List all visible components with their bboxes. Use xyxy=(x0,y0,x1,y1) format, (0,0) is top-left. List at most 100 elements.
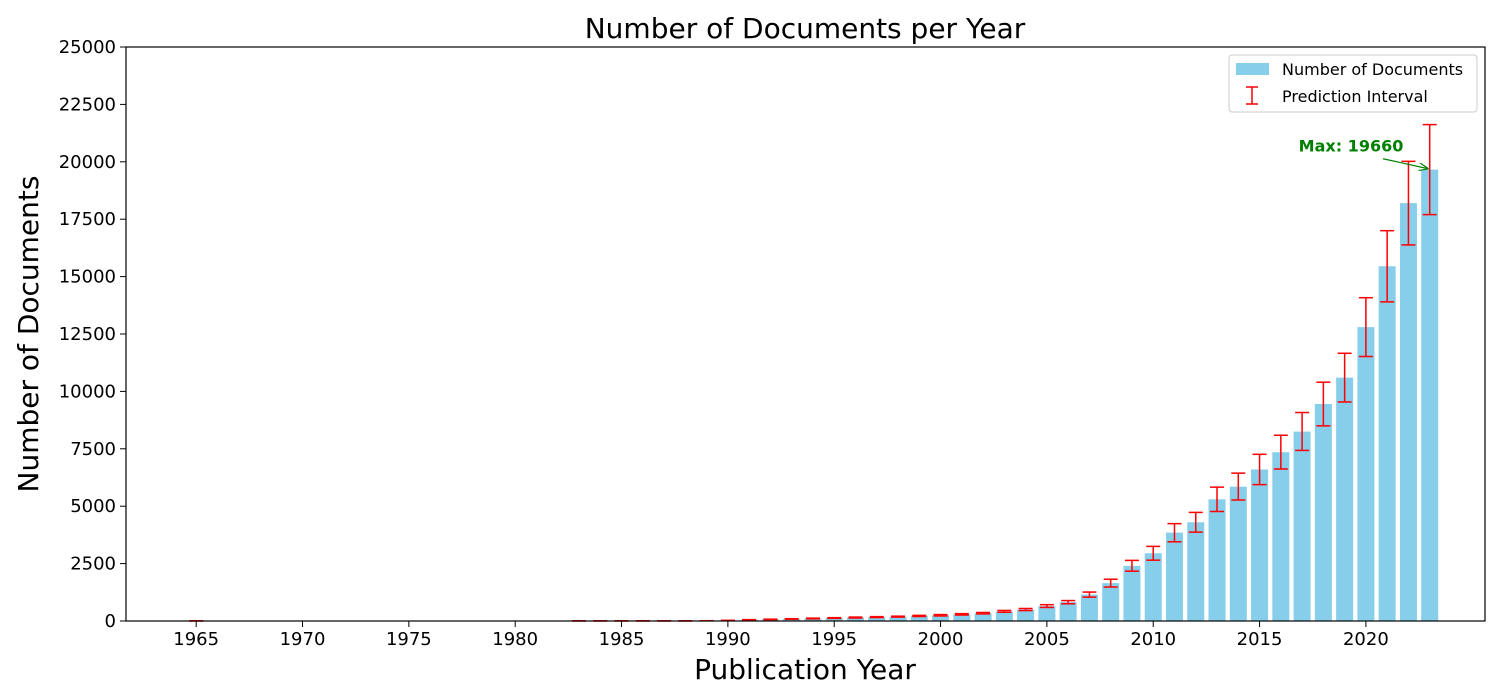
bar-2006 xyxy=(1059,602,1077,621)
bar-2002 xyxy=(974,613,992,621)
bar-2022 xyxy=(1399,203,1417,622)
x-tick-label: 1980 xyxy=(492,629,538,650)
error-bar-2009 xyxy=(1124,559,1139,572)
error-bar-2006 xyxy=(1061,599,1076,605)
error-bar-2012 xyxy=(1188,511,1203,533)
x-tick-label: 1965 xyxy=(173,629,219,650)
max-annotation-arrow xyxy=(1382,158,1428,169)
max-annotation: Max: 19660 xyxy=(1299,137,1428,169)
bar-2017 xyxy=(1293,431,1311,621)
bar-2011 xyxy=(1165,532,1183,621)
error-bar-2000 xyxy=(933,613,948,617)
error-bar-2017 xyxy=(1295,411,1310,452)
x-tick-label: 2005 xyxy=(1024,629,1070,650)
bar-1998 xyxy=(889,616,907,621)
chart-title: Number of Documents per Year xyxy=(585,12,1026,45)
bar-2009 xyxy=(1123,565,1141,621)
x-tick-label: 1970 xyxy=(280,629,326,650)
error-bar-2005 xyxy=(1039,603,1054,609)
bar-2014 xyxy=(1229,486,1247,621)
x-tick-label: 2010 xyxy=(1130,629,1176,650)
bar-2004 xyxy=(1017,609,1035,621)
bar-2016 xyxy=(1272,452,1290,621)
max-annotation-text: Max: 19660 xyxy=(1299,137,1404,156)
error-bar-2011 xyxy=(1167,522,1182,543)
bar-1993 xyxy=(783,618,801,621)
error-bar-2003 xyxy=(997,609,1012,614)
legend-label-prediction-interval: Prediction Interval xyxy=(1282,87,1428,106)
bar-2001 xyxy=(953,614,971,621)
x-tick-label: 1995 xyxy=(811,629,857,650)
bar-2021 xyxy=(1378,266,1396,621)
bar-1999 xyxy=(910,615,928,621)
y-tick-label: 25000 xyxy=(59,37,116,58)
bar-1996 xyxy=(846,617,864,621)
error-bar-2019 xyxy=(1337,352,1352,403)
y-tick-label: 20000 xyxy=(59,152,116,173)
bar-2023 xyxy=(1421,169,1439,622)
x-axis: 1965 1970 1975 1980 1985 1990 1995 2000 2005 2010… xyxy=(173,621,1389,650)
legend-errorbar-swatch xyxy=(1246,86,1258,105)
error-bars-layer xyxy=(189,123,1437,622)
error-bar-2001 xyxy=(954,612,969,616)
error-bar-2008 xyxy=(1103,578,1118,588)
x-axis-title: Publication Year xyxy=(694,653,916,686)
error-bar-1996 xyxy=(848,616,863,619)
bar-2020 xyxy=(1357,327,1375,621)
x-tick-label: 1985 xyxy=(599,629,645,650)
error-bar-1994 xyxy=(805,617,820,620)
bar-2019 xyxy=(1336,377,1354,621)
bar-2013 xyxy=(1208,499,1226,621)
error-bar-1997 xyxy=(869,615,884,619)
error-bar-2022 xyxy=(1401,160,1416,246)
error-bar-2021 xyxy=(1380,229,1395,303)
bars-layer xyxy=(187,169,1439,622)
bar-2015 xyxy=(1251,469,1269,621)
x-tick-label: 2000 xyxy=(918,629,964,650)
error-bar-2002 xyxy=(976,611,991,615)
bar-1995 xyxy=(825,618,843,621)
y-axis-title: Number of Documents xyxy=(12,176,45,493)
bar-2010 xyxy=(1144,553,1162,621)
y-tick-label: 0 xyxy=(105,611,116,632)
error-bar-2004 xyxy=(1018,607,1033,612)
bar-2000 xyxy=(932,615,950,621)
bar-2012 xyxy=(1187,522,1205,621)
y-tick-label: 10000 xyxy=(59,381,116,402)
y-tick-label: 22500 xyxy=(59,94,116,115)
x-tick-label: 1990 xyxy=(705,629,751,650)
bar-2005 xyxy=(1038,606,1056,621)
bar-1994 xyxy=(804,618,822,621)
y-tick-label: 5000 xyxy=(70,496,116,517)
error-bar-2010 xyxy=(1146,545,1161,561)
y-tick-label: 17500 xyxy=(59,209,116,230)
error-bar-2023 xyxy=(1422,123,1437,216)
bar-1997 xyxy=(868,617,886,621)
legend-bar-swatch xyxy=(1236,63,1269,75)
error-bar-2016 xyxy=(1273,434,1288,470)
x-tick-label: 2015 xyxy=(1237,629,1283,650)
bar-2003 xyxy=(995,611,1013,621)
y-tick-label: 12500 xyxy=(59,324,116,345)
error-bar-2014 xyxy=(1231,472,1246,501)
error-bar-1998 xyxy=(891,615,906,618)
y-tick-label: 2500 xyxy=(70,554,116,575)
y-tick-label: 7500 xyxy=(70,439,116,460)
bar-2008 xyxy=(1102,583,1120,621)
error-bar-2018 xyxy=(1316,381,1331,427)
error-bar-1999 xyxy=(912,614,927,618)
error-bar-2015 xyxy=(1252,453,1267,486)
error-bar-2020 xyxy=(1358,296,1373,358)
legend-label-documents: Number of Documents xyxy=(1282,60,1463,79)
error-bar-2007 xyxy=(1082,591,1097,598)
legend-box xyxy=(1228,54,1478,113)
bar-2018 xyxy=(1314,404,1332,621)
x-tick-label: 2020 xyxy=(1343,629,1389,650)
legend: Number of Documents Prediction Interval xyxy=(1228,54,1478,113)
error-bar-1995 xyxy=(827,616,842,620)
bar-2007 xyxy=(1080,594,1098,621)
y-axis: 0 2500 5000 7500 10000 12500 15000 17500 20000 22… xyxy=(59,37,126,632)
y-tick-label: 15000 xyxy=(59,267,116,288)
x-tick-label: 1975 xyxy=(386,629,432,650)
